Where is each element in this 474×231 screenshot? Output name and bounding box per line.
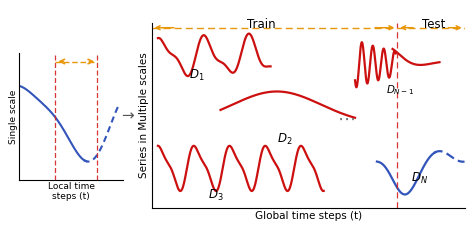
Text: $D_N$: $D_N$ — [411, 171, 428, 186]
Text: $D_{N-1}$: $D_{N-1}$ — [386, 83, 415, 97]
Text: $D_2$: $D_2$ — [277, 132, 292, 147]
Text: Train: Train — [247, 18, 275, 31]
Text: $D_3$: $D_3$ — [208, 188, 224, 203]
Text: Test: Test — [421, 18, 445, 31]
Y-axis label: Series in Multiple scales: Series in Multiple scales — [139, 53, 149, 178]
Text: $\cdots$: $\cdots$ — [337, 110, 355, 128]
Text: $D_1$: $D_1$ — [189, 67, 205, 83]
X-axis label: Global time steps (t): Global time steps (t) — [255, 211, 362, 221]
X-axis label: Local time
steps (t): Local time steps (t) — [47, 182, 95, 201]
Y-axis label: Single scale: Single scale — [9, 89, 18, 144]
Text: →: → — [122, 108, 134, 123]
